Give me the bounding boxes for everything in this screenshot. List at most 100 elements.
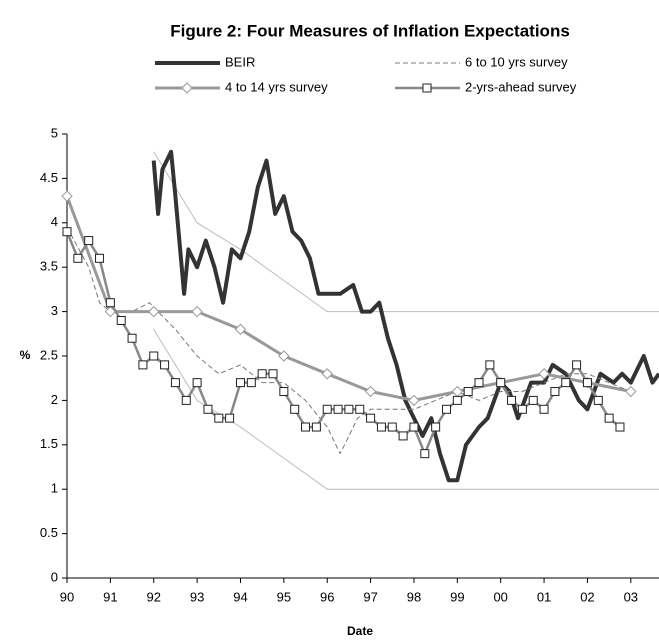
marker bbox=[582, 378, 592, 388]
marker bbox=[408, 394, 420, 407]
x-tick-label: 94 bbox=[233, 589, 247, 604]
marker bbox=[181, 395, 191, 405]
marker bbox=[138, 360, 148, 370]
marker bbox=[364, 385, 377, 398]
legend-label: 6 to 10 yrs survey bbox=[465, 54, 568, 69]
x-tick-label: 97 bbox=[363, 589, 377, 604]
marker bbox=[355, 404, 365, 414]
marker bbox=[95, 253, 105, 263]
marker bbox=[257, 369, 267, 379]
x-tick-label: 91 bbox=[103, 589, 117, 604]
marker bbox=[376, 422, 386, 432]
marker bbox=[246, 378, 256, 388]
y-tick-label: 3.5 bbox=[40, 259, 58, 274]
series-line bbox=[66, 226, 631, 455]
marker bbox=[160, 360, 170, 370]
x-tick-label: 92 bbox=[147, 589, 161, 604]
marker bbox=[333, 404, 343, 414]
marker bbox=[105, 298, 115, 308]
marker bbox=[431, 422, 441, 432]
marker bbox=[321, 368, 333, 380]
x-tick-label: 93 bbox=[190, 589, 204, 604]
y-tick-label: 4.5 bbox=[40, 170, 58, 185]
x-tick-label: 99 bbox=[450, 589, 464, 604]
y-tick-label: 0 bbox=[51, 569, 58, 584]
marker bbox=[625, 385, 637, 398]
x-tick-label: 02 bbox=[580, 589, 594, 604]
marker bbox=[572, 360, 582, 370]
marker bbox=[366, 413, 376, 423]
marker bbox=[539, 404, 549, 414]
marker bbox=[73, 253, 83, 263]
marker bbox=[290, 404, 300, 414]
marker bbox=[420, 449, 430, 459]
marker bbox=[214, 413, 224, 423]
marker bbox=[441, 404, 451, 414]
marker bbox=[344, 404, 354, 414]
y-axis-label: % bbox=[20, 348, 31, 362]
marker bbox=[62, 227, 72, 237]
marker bbox=[192, 378, 202, 388]
marker bbox=[203, 404, 213, 414]
y-tick-label: 5 bbox=[51, 125, 58, 140]
x-tick-label: 01 bbox=[537, 589, 551, 604]
y-tick-label: 1.5 bbox=[40, 436, 58, 451]
marker bbox=[225, 413, 235, 423]
marker bbox=[561, 378, 571, 388]
marker bbox=[604, 413, 614, 423]
chart-title: Figure 2: Four Measures of Inflation Exp… bbox=[170, 21, 570, 40]
y-tick-label: 1 bbox=[51, 481, 58, 496]
series-line bbox=[153, 329, 659, 490]
marker bbox=[235, 378, 245, 388]
marker bbox=[528, 395, 538, 405]
marker bbox=[422, 83, 432, 93]
marker bbox=[474, 378, 484, 388]
marker bbox=[451, 385, 464, 398]
y-tick-label: 0.5 bbox=[40, 525, 58, 540]
marker bbox=[301, 422, 311, 432]
series-line bbox=[151, 149, 659, 483]
marker bbox=[496, 378, 506, 388]
series-line bbox=[153, 151, 659, 313]
marker bbox=[234, 323, 247, 336]
marker bbox=[148, 305, 160, 318]
marker bbox=[322, 404, 332, 414]
marker bbox=[191, 305, 203, 318]
legend-label: 4 to 14 yrs survey bbox=[225, 79, 328, 94]
x-axis-label: Date bbox=[347, 624, 373, 638]
legend-label: BEIR bbox=[225, 54, 255, 69]
x-tick-label: 00 bbox=[493, 589, 507, 604]
x-tick-label: 95 bbox=[277, 589, 291, 604]
marker bbox=[517, 404, 527, 414]
marker bbox=[278, 350, 290, 362]
y-tick-label: 3 bbox=[51, 303, 58, 318]
legend-label: 2-yrs-ahead survey bbox=[465, 79, 577, 94]
marker bbox=[268, 369, 278, 379]
marker bbox=[538, 368, 550, 380]
marker bbox=[593, 395, 603, 405]
marker bbox=[311, 422, 321, 432]
marker bbox=[170, 378, 180, 388]
marker bbox=[398, 431, 408, 441]
marker bbox=[387, 422, 397, 432]
marker bbox=[463, 387, 473, 397]
x-tick-label: 98 bbox=[407, 589, 421, 604]
y-tick-label: 2.5 bbox=[40, 347, 58, 362]
marker bbox=[507, 395, 517, 405]
y-tick-label: 4 bbox=[51, 214, 58, 229]
marker bbox=[615, 422, 625, 432]
marker bbox=[84, 236, 94, 246]
marker bbox=[452, 395, 462, 405]
marker bbox=[550, 387, 560, 397]
marker bbox=[116, 315, 126, 325]
marker bbox=[149, 351, 159, 361]
x-tick-label: 96 bbox=[320, 589, 334, 604]
marker bbox=[61, 190, 73, 202]
marker bbox=[279, 387, 289, 397]
marker bbox=[485, 360, 495, 370]
marker bbox=[127, 333, 137, 343]
y-tick-label: 2 bbox=[51, 392, 58, 407]
marker bbox=[181, 82, 193, 94]
x-tick-label: 90 bbox=[60, 589, 74, 604]
